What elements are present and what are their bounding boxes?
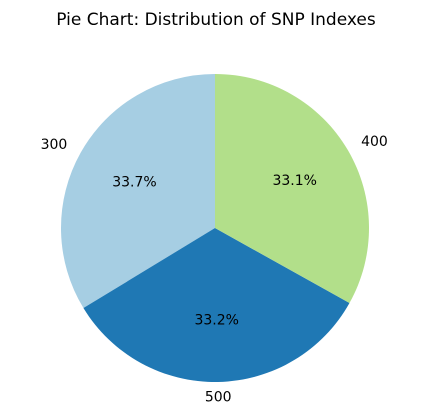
pie-slices bbox=[60, 74, 369, 383]
pie-slice-300 bbox=[60, 74, 215, 309]
slice-label-300: 300 bbox=[41, 137, 68, 153]
pie-labels: 33.7% 300 33.2% 500 33.1% 400 bbox=[41, 134, 388, 405]
pct-label-500: 33.2% bbox=[194, 312, 238, 328]
pct-label-300: 33.7% bbox=[112, 175, 156, 191]
pct-label-400: 33.1% bbox=[272, 173, 316, 189]
slice-label-500: 500 bbox=[205, 389, 232, 405]
chart-title: Pie Chart: Distribution of SNP Indexes bbox=[56, 10, 376, 30]
pie-slice-400 bbox=[215, 74, 369, 304]
slice-label-400: 400 bbox=[361, 134, 388, 150]
pie-slice-500 bbox=[83, 228, 350, 383]
